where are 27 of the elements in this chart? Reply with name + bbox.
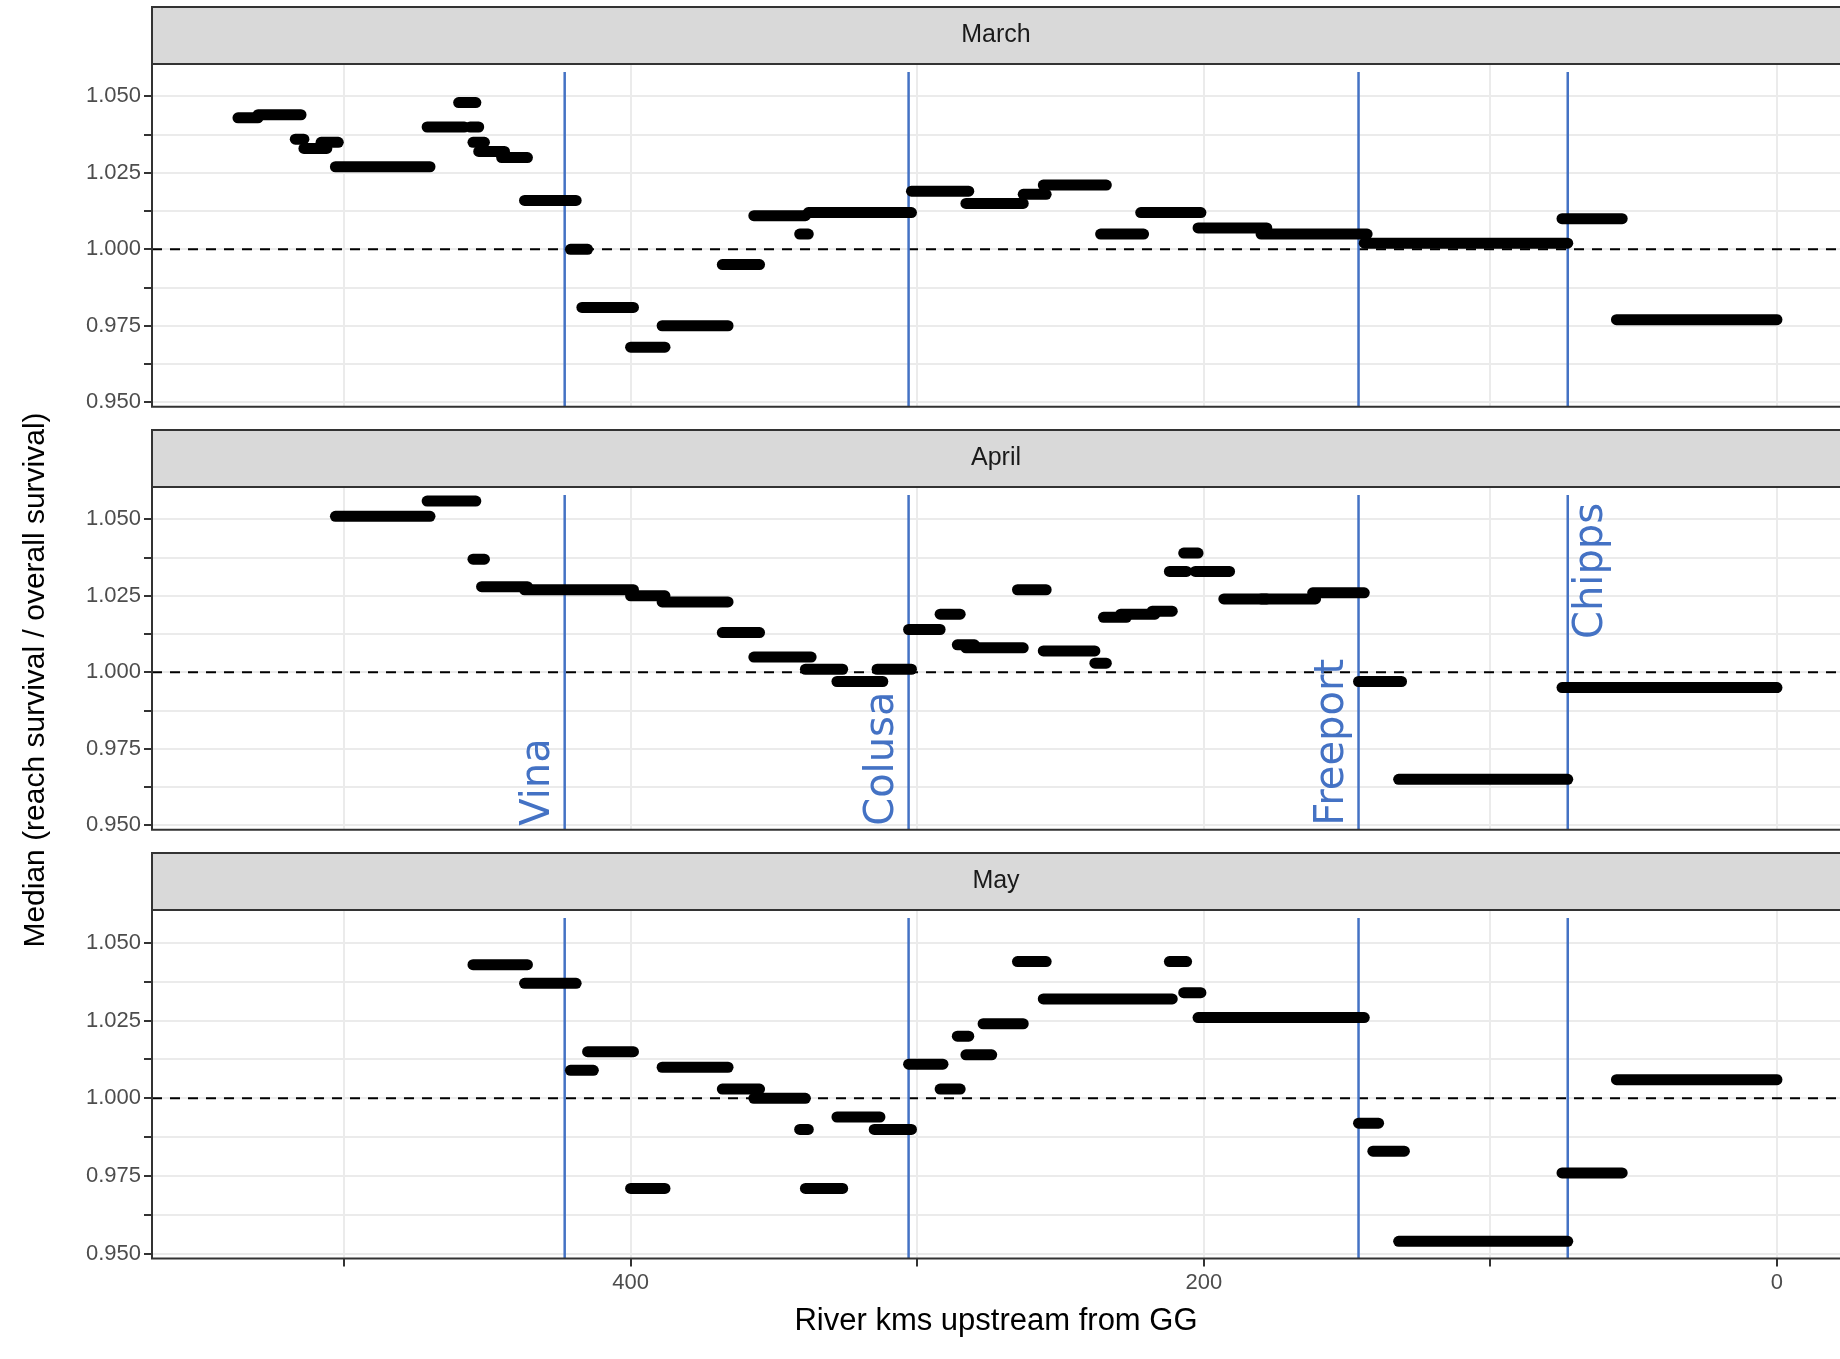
chart-title: May (972, 865, 1021, 894)
ref-line-label: Chipps (1565, 503, 1612, 640)
chart-title: March (961, 19, 1031, 48)
x-axis-title: River kms upstream from GG (794, 1301, 1198, 1337)
ref-line-label: Freeport (1305, 658, 1352, 826)
y-tick-label: 1.000 (85, 1084, 141, 1110)
y-tick-label: 1.025 (85, 581, 141, 607)
y-tick-label: 1.050 (85, 929, 141, 955)
y-tick-label: 0.950 (85, 1239, 141, 1265)
chart-title: April (970, 442, 1022, 471)
y-tick-label: 0.975 (85, 311, 141, 337)
y-tick-label: 0.975 (85, 734, 141, 760)
ref-line-label: Colusa (855, 691, 902, 826)
x-tick-label: 200 (1185, 1268, 1223, 1294)
ref-line-label: Vina (512, 738, 559, 826)
y-tick-label: 1.000 (85, 235, 141, 261)
y-tick-label: 0.950 (85, 811, 141, 837)
y-tick-label: 1.025 (85, 1006, 141, 1032)
y-tick-label: 0.950 (85, 388, 141, 414)
y-tick-label: 1.025 (85, 158, 141, 184)
y-tick-label: 1.000 (85, 658, 141, 684)
x-tick-label: 400 (612, 1268, 649, 1294)
y-tick-label: 1.050 (85, 505, 141, 531)
x-tick-label: 0 (1770, 1268, 1784, 1294)
y-tick-label: 0.975 (85, 1162, 141, 1188)
y-tick-label: 1.050 (85, 82, 141, 108)
y-axis-title: Median (reach survival / overall survival) (17, 412, 51, 948)
